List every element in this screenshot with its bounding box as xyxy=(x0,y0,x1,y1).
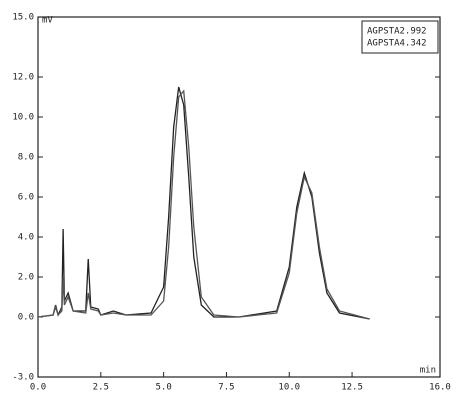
y-tick-label: 10.0 xyxy=(12,113,34,123)
x-tick-label: 7.5 xyxy=(218,383,234,393)
y-tick-label: 8.0 xyxy=(18,153,34,163)
y-tick-label: 6.0 xyxy=(18,193,34,203)
y-tick-label: 0.0 xyxy=(18,313,34,323)
x-tick-label: 12.5 xyxy=(341,383,363,393)
series-line xyxy=(37,89,370,320)
legend-label: AGPSTA2.992 xyxy=(367,27,427,37)
x-axis-label: min xyxy=(420,366,436,376)
x-tick-label: 10.0 xyxy=(278,383,300,393)
x-tick-label: 5.0 xyxy=(155,383,171,393)
y-tick-label: 12.0 xyxy=(12,73,34,83)
legend-box xyxy=(361,20,439,54)
legend-label: AGPSTA4.342 xyxy=(367,39,427,49)
y-tick-label: -3.0 xyxy=(12,373,34,383)
y-tick-label: 4.0 xyxy=(18,233,34,243)
x-tick-label: 0.0 xyxy=(30,383,46,393)
x-tick-label: 16.0 xyxy=(429,383,451,393)
series-line xyxy=(37,86,370,320)
y-tick-label: 15.0 xyxy=(12,13,34,23)
y-tick-label: 2.0 xyxy=(18,273,34,283)
y-axis-label: mV xyxy=(42,16,53,26)
x-tick-label: 2.5 xyxy=(93,383,109,393)
plot-frame xyxy=(37,16,441,378)
